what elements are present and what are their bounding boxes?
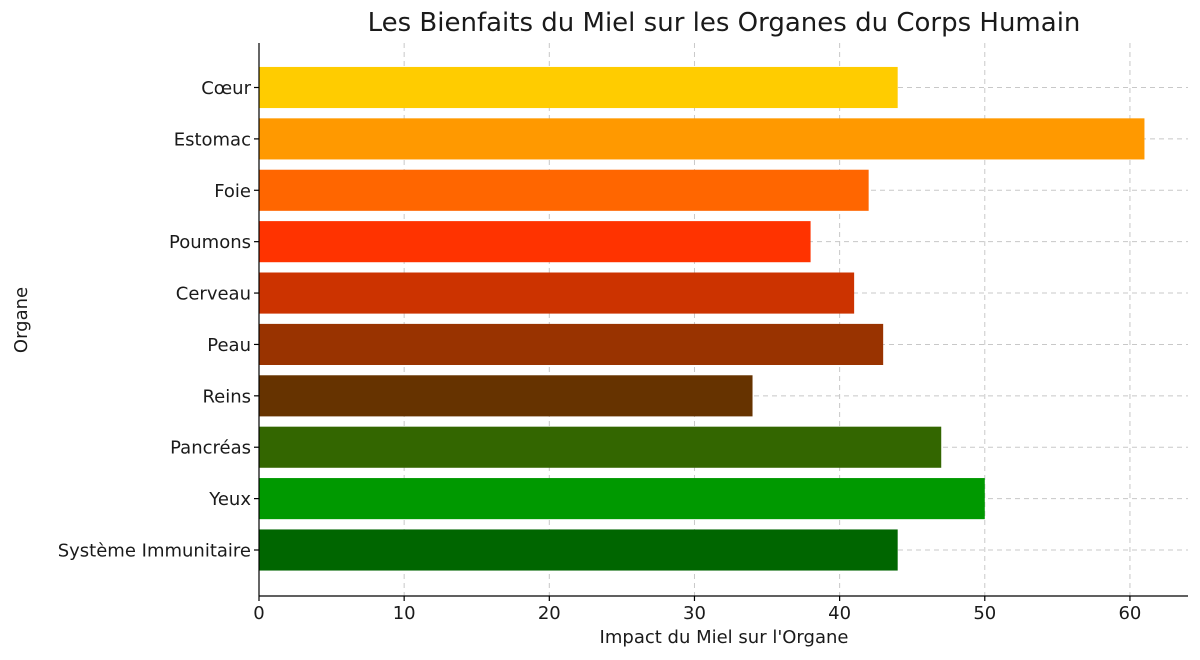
x-tick-label: 50 (973, 603, 996, 624)
y-tick-label: Reins (202, 386, 251, 407)
x-axis-label: Impact du Miel sur l'Organe (600, 627, 849, 648)
y-tick-label: Pancréas (170, 438, 251, 459)
bar (259, 529, 898, 571)
x-tick-label: 60 (1118, 603, 1141, 624)
bar (259, 478, 985, 520)
x-tick-label: 30 (683, 603, 706, 624)
x-tick-label: 10 (393, 603, 416, 624)
bar (259, 66, 898, 109)
bar (259, 221, 811, 263)
axes (258, 43, 1188, 597)
bar (259, 272, 855, 314)
y-tick-label: Foie (214, 181, 251, 202)
y-tick-label: Estomac (174, 129, 251, 150)
y-tick-label: Yeux (208, 489, 251, 510)
y-tick-label: Système Immunitaire (58, 541, 251, 562)
bar (259, 375, 753, 417)
x-tick-label: 20 (538, 603, 561, 624)
y-tick-label: Poumons (169, 232, 251, 253)
y-axis-label: Organe (11, 287, 32, 353)
x-tick-label: 40 (828, 603, 851, 624)
y-tick-label: Cerveau (176, 284, 251, 305)
ticks: 0 10 20 30 40 50 60 Cœur Estomac Foie Poumons Cerve… (58, 78, 1142, 624)
x-tick-label: 0 (253, 603, 264, 624)
bar (259, 118, 1145, 160)
bar (259, 426, 942, 468)
chart-title: Les Bienfaits du Miel sur les Organes du… (368, 8, 1081, 38)
bar (259, 169, 869, 211)
y-tick-label: Cœur (201, 78, 251, 99)
bar (259, 323, 884, 365)
bars (259, 66, 1145, 571)
y-tick-label: Peau (207, 335, 251, 356)
